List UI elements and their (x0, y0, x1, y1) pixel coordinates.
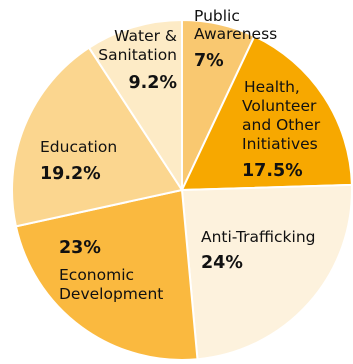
slice-value-education: 19.2% (40, 164, 101, 184)
slice-label-water-sanitation-line2: Sanitation (98, 46, 177, 64)
slice-value-economic-development: 23% (59, 238, 101, 258)
slice-label-anti-trafficking: Anti-Trafficking (201, 228, 316, 246)
slice-value-public-awareness: 7% (194, 51, 224, 71)
slice-label-public-awareness-line2: Awareness (194, 25, 278, 43)
pie-slice-economic-development (14, 188, 199, 361)
pie-slice-health-volunteer-and-other-initiatives (180, 34, 353, 192)
slice-label-economic-development-line1: Economic (59, 266, 135, 284)
slice-label-health-line2: Volunteer (242, 97, 317, 115)
slice-label-health-line1: Health, (244, 78, 300, 96)
slice-value-water-sanitation: 9.2% (128, 73, 177, 93)
slice-label-health-line4: Initiatives (242, 135, 318, 153)
pie-slice-water-sanitation (87, 18, 183, 194)
slice-label-public-awareness-line1: Public (194, 7, 240, 25)
pie-slice-anti-trafficking (180, 183, 353, 361)
slice-label-education: Education (40, 138, 118, 156)
slice-label-water-sanitation-line1: Water & (114, 27, 177, 45)
slice-value-anti-trafficking: 24% (201, 253, 243, 273)
pie-slice-education (11, 46, 184, 228)
slice-label-economic-development-line2: Development (59, 285, 164, 303)
slice-value-health: 17.5% (242, 161, 303, 181)
slice-label-health-line3: and Other (242, 116, 321, 134)
